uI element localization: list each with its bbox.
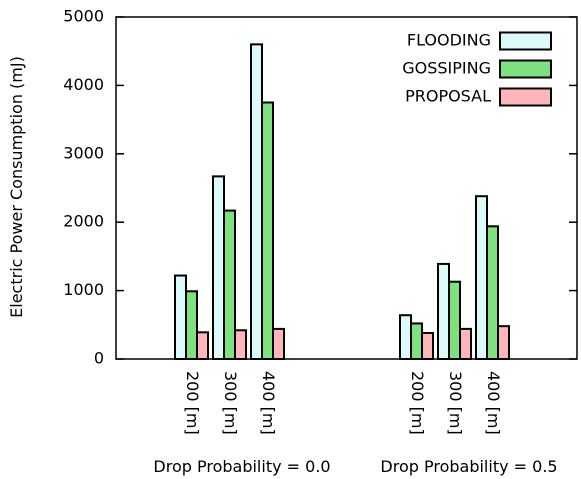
bar-flooding-g1-c2 xyxy=(475,195,488,360)
bar-proposal-g1-c2 xyxy=(497,325,510,360)
bar-gossiping-g0-c2 xyxy=(261,101,274,360)
plot-frame xyxy=(115,16,578,360)
bar-flooding-g0-c1 xyxy=(212,175,225,360)
bar-proposal-g0-c0 xyxy=(196,331,209,361)
bar-proposal-g0-c1 xyxy=(234,329,247,361)
group-label: Drop Probability = 0.0 xyxy=(153,457,330,476)
axes-layer: 200 [m] 300 [m] 400 [m] Drop Probability = … xyxy=(63,7,578,476)
legend-swatch-proposal xyxy=(499,87,552,107)
y-tick-label: 4000 xyxy=(63,75,104,94)
bar-proposal-g1-c1 xyxy=(459,327,472,360)
bar-flooding-g1-c0 xyxy=(399,314,412,360)
legend-label-gossiping: GOSSIPING xyxy=(402,59,491,78)
bar-gossiping-g0-c1 xyxy=(223,209,236,360)
x-tick-label: 400 [m] xyxy=(259,371,278,435)
y-axis-label: Electric Power Consumption (mJ) xyxy=(7,56,26,318)
legend-label-flooding: FLOODING xyxy=(407,31,491,50)
x-tick-label: 200 [m] xyxy=(408,371,427,435)
bar-gossiping-g1-c0 xyxy=(410,322,423,361)
bar-gossiping-g1-c1 xyxy=(448,280,461,361)
bar-gossiping-g1-c2 xyxy=(486,225,499,360)
bar-flooding-g0-c2 xyxy=(250,43,263,361)
bars-layer xyxy=(174,43,510,361)
legend-swatch-flooding xyxy=(499,31,552,51)
bar-proposal-g1-c0 xyxy=(421,332,434,360)
legend: FLOODING GOSSIPING PROPOSAL xyxy=(402,31,552,107)
bar-gossiping-g0-c0 xyxy=(185,290,198,360)
bar-flooding-g1-c1 xyxy=(437,262,450,361)
x-tick-label: 400 [m] xyxy=(484,371,503,435)
y-tick-label: 1000 xyxy=(63,280,104,299)
x-tick-label: 200 [m] xyxy=(183,371,202,435)
legend-label-proposal: PROPOSAL xyxy=(405,87,491,106)
y-tick-label: 3000 xyxy=(63,143,104,162)
y-tick-label: 0 xyxy=(94,349,104,368)
x-tick-label: 300 [m] xyxy=(446,371,465,435)
bar-flooding-g0-c0 xyxy=(174,274,187,360)
legend-swatch-gossiping xyxy=(499,59,552,79)
y-tick-label: 2000 xyxy=(63,212,104,231)
group-label: Drop Probability = 0.5 xyxy=(380,457,557,476)
y-tick-label: 5000 xyxy=(63,7,104,26)
x-tick-label: 300 [m] xyxy=(221,371,240,435)
bar-proposal-g0-c2 xyxy=(272,327,285,360)
